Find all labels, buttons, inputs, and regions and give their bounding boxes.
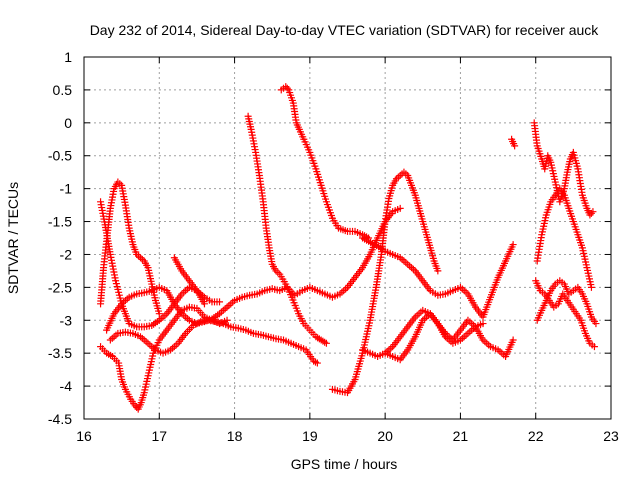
data-point xyxy=(589,208,597,216)
series-track-g xyxy=(244,112,330,347)
x-tick-label: 22 xyxy=(528,428,544,444)
x-tick-label: 20 xyxy=(377,428,393,444)
y-tick-label: -4.5 xyxy=(48,411,72,427)
data-point xyxy=(396,204,404,212)
data-point xyxy=(223,316,231,324)
series-track-e xyxy=(106,316,321,367)
x-tick-label: 21 xyxy=(453,428,469,444)
y-tick-label: -3.5 xyxy=(48,345,72,361)
data-point xyxy=(511,142,519,150)
data-point xyxy=(586,211,594,219)
data-point xyxy=(131,402,139,410)
series-track-b xyxy=(97,303,231,413)
series-track-h xyxy=(277,83,373,242)
data-point xyxy=(509,336,517,344)
data-point xyxy=(155,310,163,318)
data-point xyxy=(587,283,595,291)
y-tick-label: -1.5 xyxy=(48,214,72,230)
data-point xyxy=(313,359,321,367)
data-point xyxy=(216,298,224,306)
series-track-l xyxy=(381,310,517,364)
series-track-m xyxy=(508,135,519,150)
y-tick-label: -0.5 xyxy=(48,148,72,164)
series-track-q xyxy=(533,277,600,328)
y-tick-label: -3 xyxy=(60,312,73,328)
series-track-j xyxy=(359,234,517,321)
x-tick-label: 17 xyxy=(151,428,167,444)
data-point xyxy=(283,84,291,92)
data-point xyxy=(509,241,517,249)
data-point xyxy=(434,267,442,275)
series-track-f xyxy=(170,254,224,306)
data-point xyxy=(322,339,330,347)
y-axis-label: SDTVAR / TECUs xyxy=(5,182,21,294)
series-track-o xyxy=(533,185,595,291)
y-tick-label: -1 xyxy=(60,181,73,197)
x-tick-label: 19 xyxy=(302,428,318,444)
data-point xyxy=(587,209,595,217)
x-tick-label: 23 xyxy=(603,428,619,444)
chart-title: Day 232 of 2014, Sidereal Day-to-day VTE… xyxy=(90,22,600,38)
y-tick-label: -4 xyxy=(60,378,73,394)
data-point xyxy=(590,343,598,351)
x-tick-label: 18 xyxy=(227,428,243,444)
y-tick-label: 1 xyxy=(64,49,72,65)
data-point xyxy=(200,300,208,308)
x-axis-label: GPS time / hours xyxy=(291,456,398,472)
x-tick-label: 16 xyxy=(76,428,92,444)
y-tick-label: -2.5 xyxy=(48,279,72,295)
data-point xyxy=(592,320,600,328)
data-points xyxy=(97,83,600,413)
y-tick-label: 0 xyxy=(64,115,72,131)
data-point xyxy=(479,320,487,328)
tick-labels: 16 17 18 19 20 21 22 23 -4.5 -4 -3.5 -3 -2.5 -2 -1.5 -1… xyxy=(48,49,619,444)
y-tick-label: 0.5 xyxy=(53,82,73,98)
data-point xyxy=(282,83,290,91)
y-tick-label: -2 xyxy=(60,246,73,262)
series-track-i xyxy=(328,168,442,397)
plot-frame xyxy=(83,56,612,420)
